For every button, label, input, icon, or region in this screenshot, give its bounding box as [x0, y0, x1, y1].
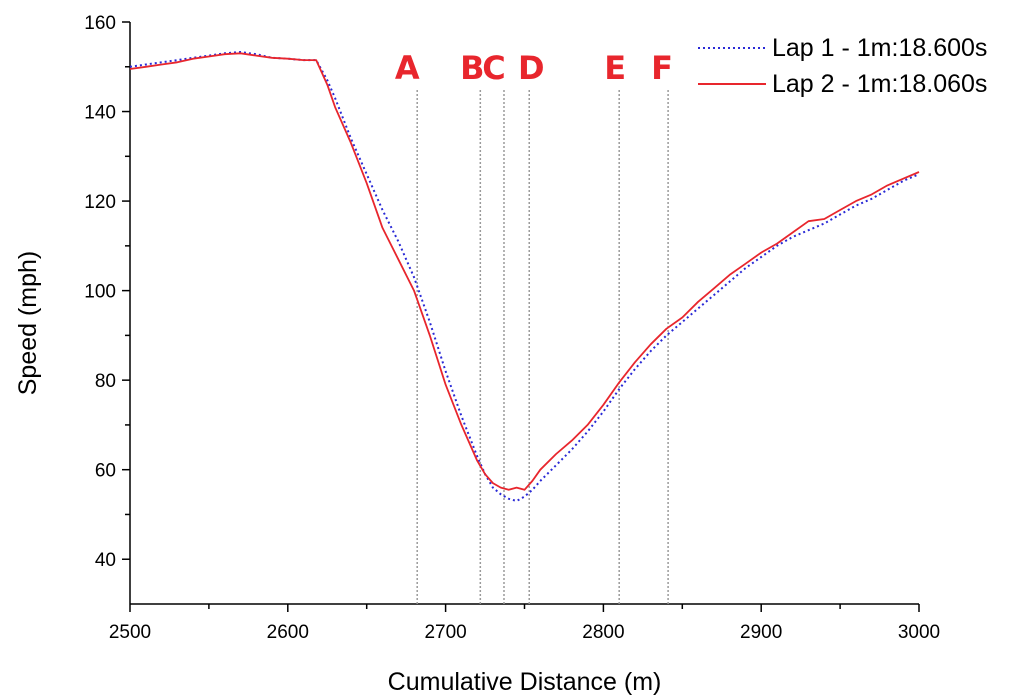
y-tick-label: 120: [84, 192, 116, 213]
x-tick-label: 2500: [109, 622, 151, 643]
marker-label-d: D: [518, 49, 545, 87]
x-ticks: 2500 2600 2700 2800 2900 3000: [109, 604, 940, 643]
marker-label-b: B: [460, 49, 484, 87]
y-tick-label: 80: [95, 371, 116, 392]
x-tick-label: 2900: [740, 622, 782, 643]
marker-label-c: C: [482, 49, 505, 87]
x-tick-label: 2700: [424, 622, 466, 643]
marker-label-e: E: [604, 49, 626, 87]
y-tick-label: 100: [84, 282, 116, 303]
series-line-lap-2: [129, 52, 920, 491]
y-ticks: 40 60 80 100 120 140 160: [84, 13, 130, 571]
series-lines: [129, 51, 920, 502]
x-tick-label: 2600: [267, 622, 309, 643]
legend-label-lap-2: Lap 2 - 1m:18.060s: [772, 70, 987, 98]
corner-markers: A BC D E F: [395, 49, 673, 604]
x-tick-label: 3000: [898, 622, 940, 643]
marker-label-a: A: [395, 49, 420, 87]
series-line-lap-1: [129, 51, 920, 502]
marker-label-f: F: [651, 49, 673, 87]
axes: 2500 2600 2700 2800 2900 3000 40 60 80 100 120 140…: [84, 13, 940, 643]
x-tick-label: 2800: [582, 622, 624, 643]
y-axis-title: Speed (mph): [14, 251, 42, 396]
y-tick-label: 140: [84, 103, 116, 124]
legend: Lap 1 - 1m:18.600s Lap 2 - 1m:18.060s: [698, 34, 987, 98]
x-axis-title: Cumulative Distance (m): [388, 668, 662, 696]
y-tick-label: 40: [95, 550, 116, 571]
legend-label-lap-1: Lap 1 - 1m:18.600s: [772, 34, 987, 62]
y-tick-label: 160: [84, 13, 116, 34]
y-tick-label: 60: [95, 461, 116, 482]
